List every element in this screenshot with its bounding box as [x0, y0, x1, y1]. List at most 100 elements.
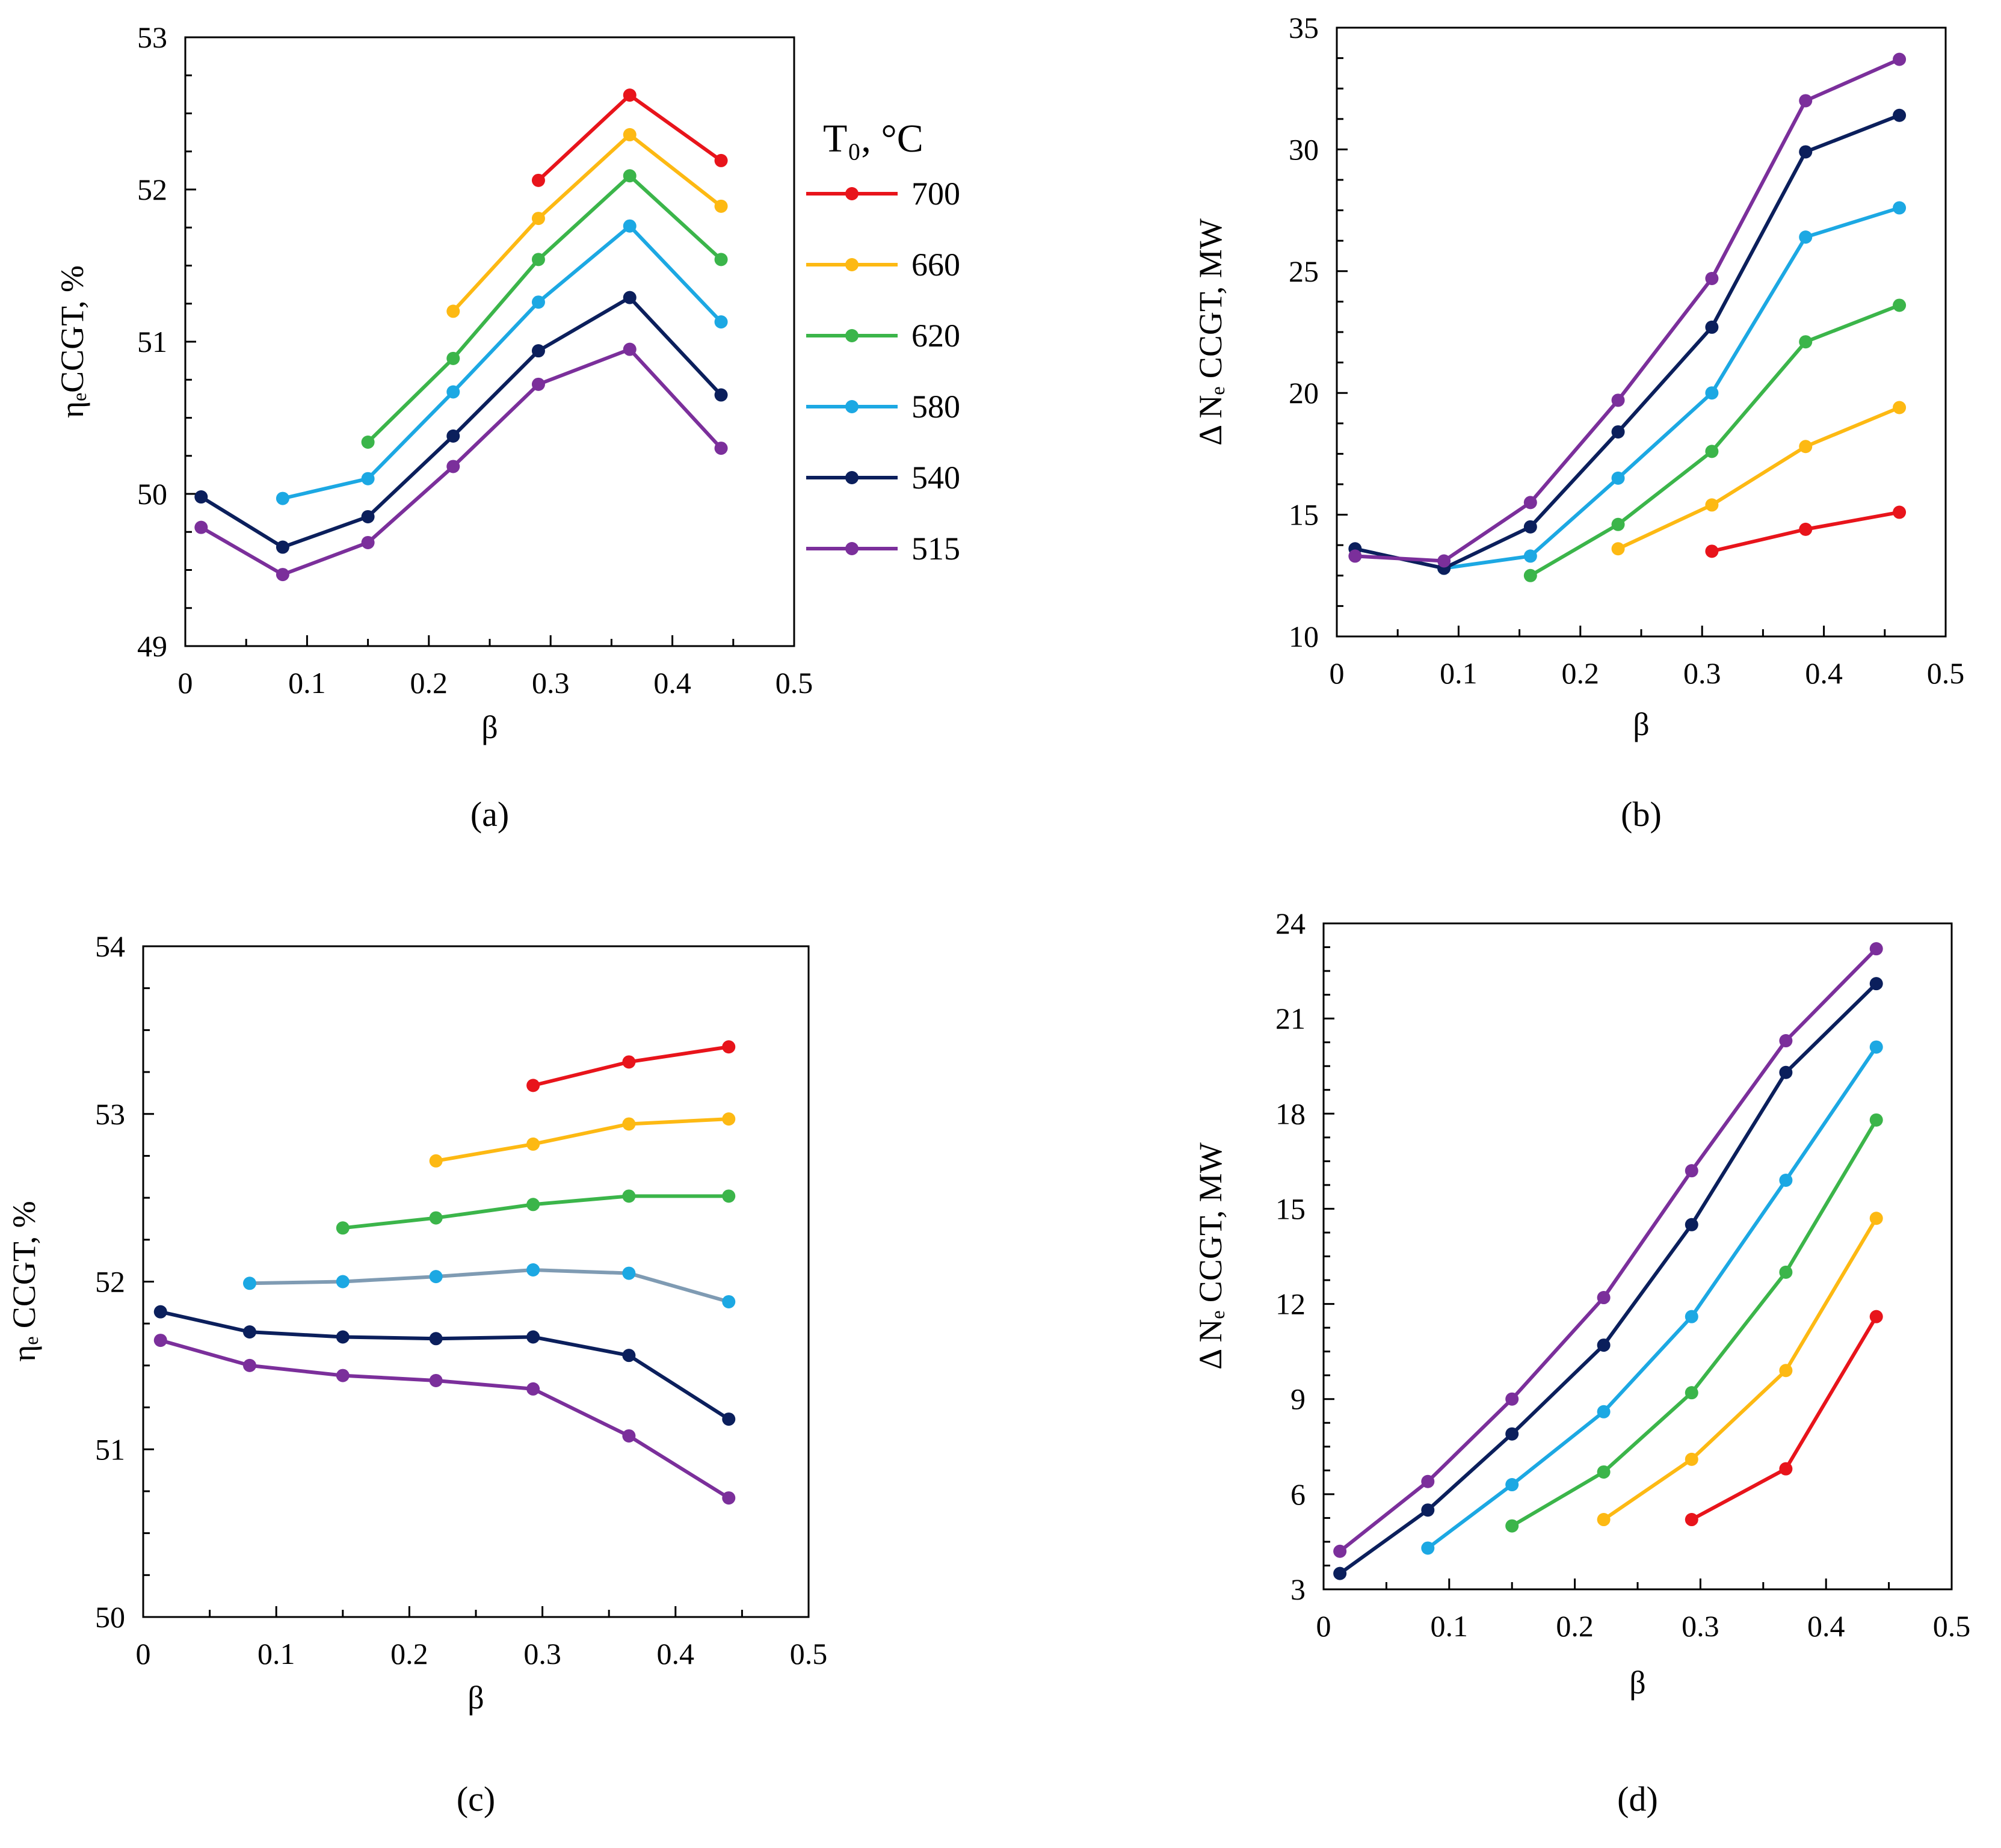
legend-swatch-marker	[845, 187, 859, 200]
y-tick-label: 50	[95, 1600, 125, 1634]
legend-swatch-marker	[845, 258, 859, 271]
x-tick-label: 0.1	[1440, 656, 1478, 690]
data-point-660	[446, 304, 460, 318]
y-tick-label: 3	[1290, 1572, 1306, 1606]
data-point-660	[623, 128, 637, 141]
x-tick-label: 0	[136, 1637, 151, 1671]
legend-label: 515	[911, 531, 960, 567]
x-tick-label: 0.3	[1683, 656, 1721, 690]
series-line-660	[1616, 405, 1902, 551]
y-tick-label: 10	[1289, 620, 1319, 653]
data-point-700	[526, 1079, 540, 1092]
data-point-580	[1799, 230, 1813, 244]
panel-a: 0 0.1 0.2 0.3 0.4 0.5 49 50 51 52 53 β ηₑCCGT, % (a)	[54, 20, 813, 834]
series-line-540	[1338, 982, 1878, 1575]
data-point-515	[722, 1491, 736, 1505]
y-tick-label: 30	[1289, 132, 1319, 166]
data-point-540	[1893, 108, 1907, 122]
data-point-580	[1421, 1541, 1435, 1555]
y-tick-label: 15	[1289, 498, 1319, 532]
y-tick-label: 51	[137, 325, 167, 359]
data-point-620	[622, 1189, 636, 1203]
legend-swatch-marker	[845, 400, 859, 413]
data-point-580	[1523, 549, 1537, 563]
y-tick-label: 6	[1290, 1477, 1306, 1511]
series-line-515	[1338, 947, 1878, 1553]
legend-item-540: 540	[806, 460, 960, 496]
legend-label: 540	[911, 460, 960, 496]
y-tick-label: 25	[1289, 254, 1319, 288]
data-point-620	[446, 351, 460, 365]
data-point-515	[446, 460, 460, 473]
series-line-580	[1442, 206, 1902, 570]
data-point-580	[336, 1275, 350, 1289]
data-point-620	[361, 435, 375, 449]
data-point-580	[1869, 1040, 1883, 1054]
data-point-580	[446, 385, 460, 399]
y-axis-label: Δ Nₑ CCGT, MW	[1192, 218, 1229, 446]
y-tick-label: 50	[137, 477, 167, 511]
data-point-580	[722, 1295, 736, 1308]
data-point-540	[446, 429, 460, 443]
data-point-700	[1869, 1310, 1883, 1323]
data-point-540	[429, 1332, 443, 1346]
data-point-580	[429, 1270, 443, 1284]
data-point-540	[623, 291, 637, 304]
x-tick-label: 0.3	[1682, 1609, 1719, 1643]
x-tick-label: 0.4	[1805, 656, 1843, 690]
data-point-700	[1685, 1513, 1698, 1527]
data-point-620	[336, 1221, 350, 1235]
series-line-700	[1689, 1314, 1878, 1522]
data-point-515	[276, 568, 289, 582]
x-tick-label: 0.4	[653, 666, 691, 700]
data-point-660	[1799, 440, 1813, 454]
data-point-700	[714, 153, 728, 167]
y-tick-label: 54	[95, 929, 125, 963]
data-point-620	[1869, 1113, 1883, 1127]
data-point-580	[622, 1266, 636, 1280]
data-point-515	[1421, 1474, 1435, 1488]
data-point-540	[1705, 320, 1719, 334]
y-tick-label: 24	[1275, 907, 1306, 940]
legend: T₀, °C 700 660 620 580 540 515	[806, 117, 960, 567]
legend-item-700: 700	[806, 176, 960, 212]
series-line-580	[247, 1267, 731, 1304]
data-point-515	[1348, 549, 1362, 563]
data-point-540	[153, 1305, 167, 1319]
data-point-620	[1779, 1265, 1793, 1279]
data-point-660	[429, 1154, 443, 1168]
y-tick-label: 52	[95, 1265, 125, 1299]
data-point-660	[526, 1137, 540, 1151]
x-tick-label: 0	[178, 666, 193, 700]
series-line-580	[280, 224, 723, 500]
data-point-540	[361, 510, 375, 523]
data-point-700	[722, 1040, 736, 1054]
x-tick-label: 0.5	[790, 1637, 828, 1671]
data-point-515	[714, 442, 728, 455]
data-point-580	[1611, 471, 1625, 485]
data-point-580	[361, 472, 375, 485]
data-point-620	[714, 253, 728, 266]
legend-swatch-marker	[845, 542, 859, 555]
data-point-515	[336, 1369, 350, 1382]
data-point-540	[276, 540, 289, 554]
data-point-515	[1505, 1392, 1519, 1406]
data-point-515	[242, 1358, 256, 1372]
data-point-700	[623, 88, 637, 102]
y-tick-label: 53	[137, 20, 167, 54]
x-tick-label: 0.2	[1556, 1609, 1594, 1643]
data-point-515	[1779, 1034, 1793, 1048]
data-point-580	[526, 1263, 540, 1277]
panel-label: (c)	[457, 1779, 495, 1819]
data-point-515	[1869, 942, 1883, 956]
x-axis-label: β	[1633, 706, 1649, 742]
data-point-620	[1893, 298, 1907, 312]
x-tick-label: 0.4	[657, 1637, 695, 1671]
y-tick-label: 49	[137, 629, 167, 663]
y-tick-label: 9	[1290, 1382, 1306, 1416]
data-point-660	[622, 1117, 636, 1131]
legend-title: T₀, °C	[823, 117, 923, 161]
data-point-660	[1597, 1513, 1611, 1527]
data-point-540	[622, 1349, 636, 1363]
panel-label: (a)	[470, 795, 509, 834]
